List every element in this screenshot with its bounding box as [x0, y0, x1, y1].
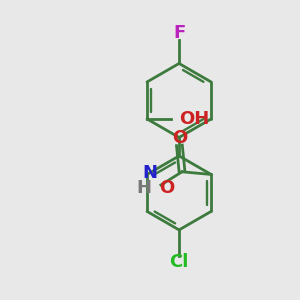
Text: O: O — [172, 129, 187, 147]
Text: H: H — [136, 178, 152, 196]
Text: N: N — [143, 164, 158, 182]
Text: F: F — [173, 24, 185, 42]
Text: Cl: Cl — [169, 253, 189, 271]
Text: OH: OH — [179, 110, 209, 128]
Text: O: O — [160, 178, 175, 196]
